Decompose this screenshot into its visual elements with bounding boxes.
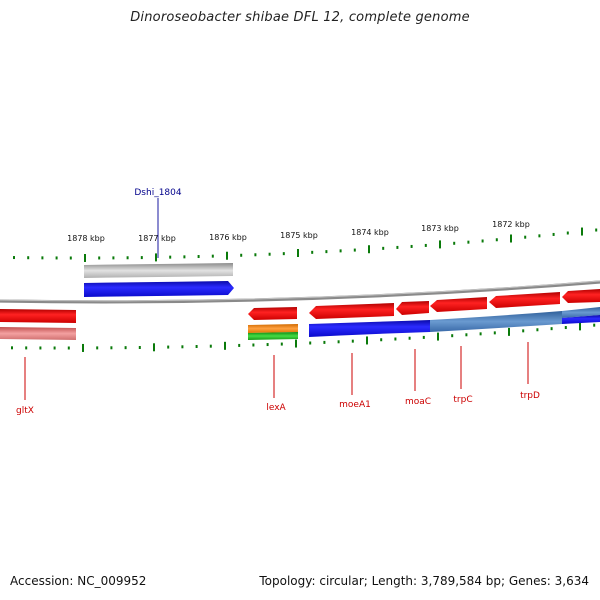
gene-label-dshi-1804[interactable]: Dshi_1804 <box>134 188 182 198</box>
orange-feature-lexa <box>248 324 298 333</box>
red-gene-edge[interactable] <box>562 289 600 303</box>
accession-text: Accession: NC_009952 <box>10 574 147 588</box>
genome-title: Dinoroseobacter shibae DFL 12, complete … <box>130 10 470 25</box>
gene-label-moac[interactable]: moaC <box>405 397 431 407</box>
blue-gene-dshi-1804[interactable] <box>84 281 234 297</box>
gene-label-trpd[interactable]: trpD <box>520 391 540 401</box>
red-gene-trpc[interactable] <box>430 297 487 312</box>
gray-feature-top <box>84 263 233 278</box>
kbp-label-1873: 1873 kbp <box>421 224 459 233</box>
blue-feature-lower[interactable] <box>309 320 430 337</box>
blue-feature-edge <box>562 315 600 324</box>
kbp-label-1872: 1872 kbp <box>492 220 530 229</box>
pink-feature-gltx <box>0 327 76 340</box>
genome-backbone-highlight <box>0 280 600 302</box>
red-gene-lexa[interactable] <box>248 307 297 320</box>
kbp-label-1876: 1876 kbp <box>209 233 247 242</box>
kbp-label-1878: 1878 kbp <box>67 234 105 243</box>
genome-backbone-arc <box>0 280 600 304</box>
red-gene-moea1[interactable] <box>309 303 394 319</box>
kbp-scale-labels: 1878 kbp 1877 kbp 1876 kbp 1875 kbp 1874… <box>67 220 530 243</box>
gene-label-trpc[interactable]: trpC <box>453 395 472 405</box>
topology-text: Topology: circular; Length: 3,789,584 bp… <box>259 574 589 588</box>
gene-label-lexa[interactable]: lexA <box>266 403 286 413</box>
kbp-label-1875: 1875 kbp <box>280 231 318 240</box>
green-feature-lexa <box>248 332 298 340</box>
steel-feature-edge <box>562 307 600 318</box>
red-gene-moac[interactable] <box>396 301 429 315</box>
outer-tick-ring <box>13 227 598 262</box>
kbp-label-1877: 1877 kbp <box>138 234 176 243</box>
red-gene-gltx[interactable] <box>0 309 76 323</box>
gene-label-gltx[interactable]: gltX <box>16 406 34 416</box>
gene-label-moea1[interactable]: moeA1 <box>339 400 371 410</box>
inner-tick-ring <box>11 322 596 352</box>
red-gene-trpd[interactable] <box>489 292 560 308</box>
kbp-label-1874: 1874 kbp <box>351 228 389 237</box>
steel-feature-lower <box>430 311 562 332</box>
